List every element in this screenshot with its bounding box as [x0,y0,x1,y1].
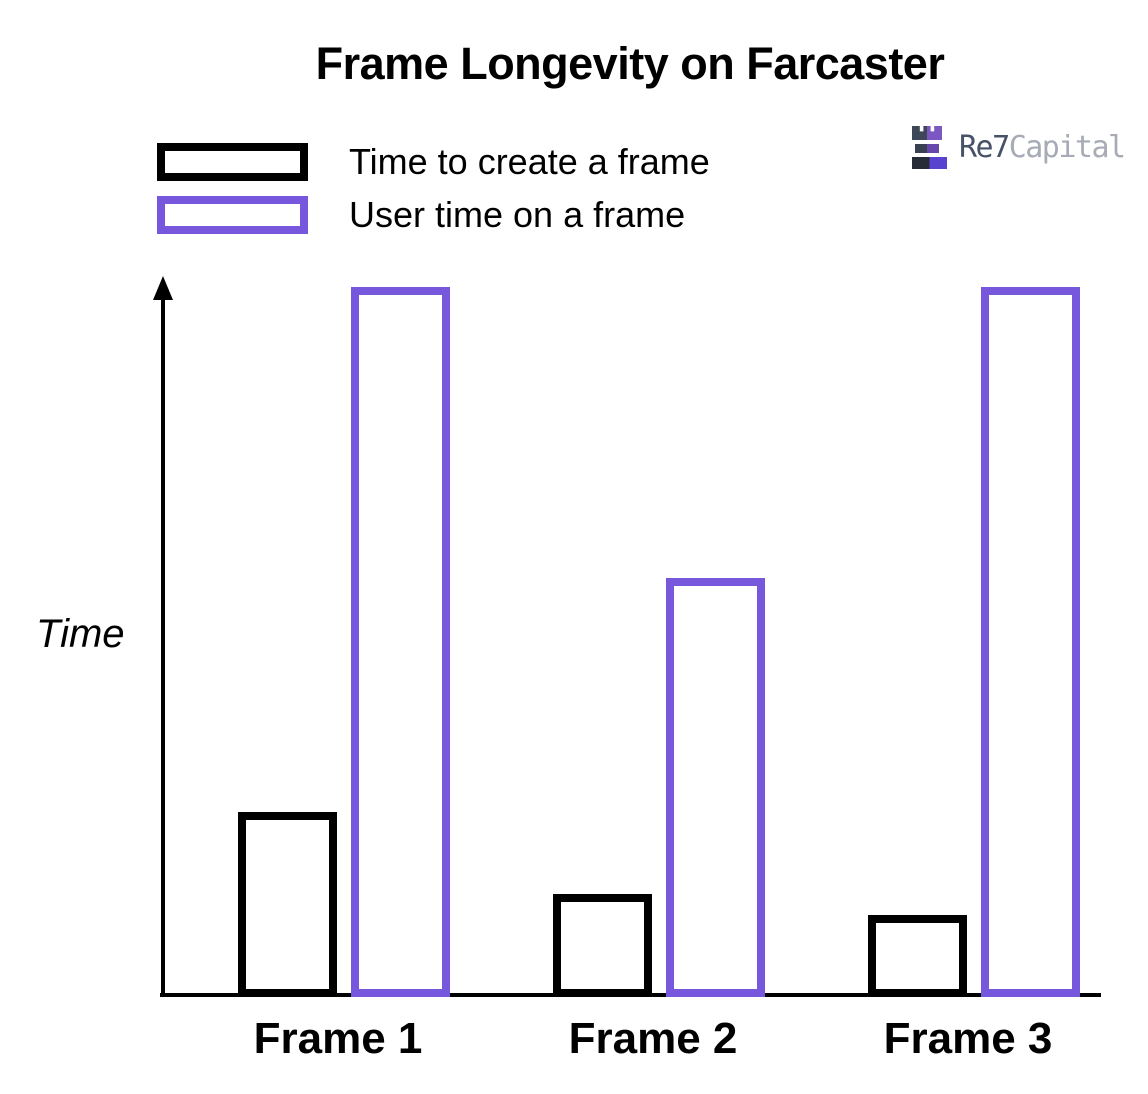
legend-swatch-create [157,143,308,181]
x-axis-label-frame-1: Frame 1 [253,1014,423,1063]
legend-item-create: Time to create a frame [157,141,710,182]
x-axis-label-frame-2: Frame 2 [568,1014,738,1063]
bar-user-frame-3 [981,287,1080,997]
bar-user-frame-2 [666,578,765,997]
legend-label-user: User time on a frame [349,194,686,235]
x-axis-label-frame-3: Frame 3 [883,1014,1053,1063]
y-axis-line [161,294,165,997]
bar-create-frame-2 [553,894,652,997]
y-axis-arrowhead [153,276,173,300]
logo-bar-top [912,126,942,140]
y-axis-title: Time [36,612,125,656]
legend-label-create: Time to create a frame [349,141,710,182]
logo-text-capital: Capital [1008,130,1126,165]
re7capital-rook-icon [912,126,948,169]
logo-text: Re7Capital [959,130,1126,165]
bar-create-frame-3 [868,915,967,997]
legend: Time to create a frame User time on a fr… [157,141,710,249]
bar-create-frame-1 [238,812,337,997]
chart-title: Frame Longevity on Farcaster [315,38,945,89]
legend-item-user: User time on a frame [157,194,710,235]
logo-bar-bottom [912,157,947,169]
bar-user-frame-1 [351,287,450,997]
re7capital-logo: Re7Capital [912,126,1126,169]
legend-swatch-user [157,196,308,234]
logo-text-re7: Re7 [959,130,1010,165]
logo-bar-middle [915,144,939,153]
